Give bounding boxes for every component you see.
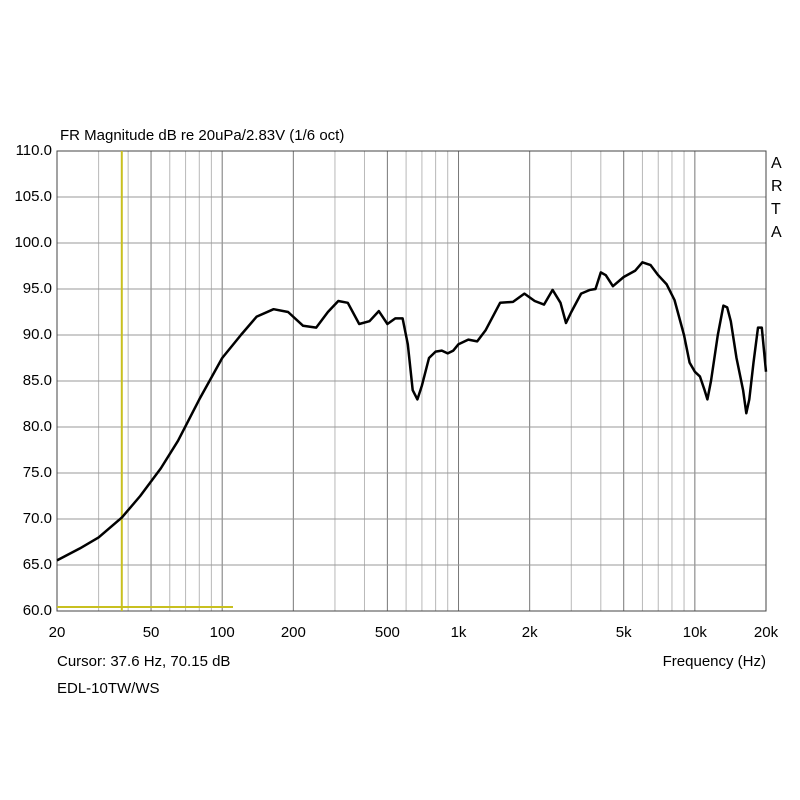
y-tick-label: 80.0 bbox=[23, 418, 52, 435]
y-tick-label: 95.0 bbox=[23, 280, 52, 297]
x-tick-label: 100 bbox=[210, 624, 235, 641]
y-tick-label: 70.0 bbox=[23, 510, 52, 527]
brand: ARTA bbox=[771, 155, 783, 241]
x-tick-label: 200 bbox=[281, 624, 306, 641]
y-tick-label: 110.0 bbox=[16, 142, 52, 159]
cursor-label: Cursor: 37.6 Hz, 70.15 dB bbox=[57, 653, 230, 670]
plot-frame bbox=[56, 150, 767, 612]
x-tick-label: 20 bbox=[49, 624, 66, 641]
x-tick-label: 1k bbox=[451, 624, 467, 641]
y-tick-label: 100.0 bbox=[14, 234, 52, 251]
x-tick-label: 500 bbox=[375, 624, 400, 641]
response-line bbox=[56, 261, 768, 562]
device-label: EDL-10TW/WS bbox=[57, 680, 160, 697]
y-tick-label: 75.0 bbox=[23, 464, 52, 481]
y-tick-label: 90.0 bbox=[23, 326, 52, 343]
y-tick-label: 105.0 bbox=[14, 188, 52, 205]
x-tick-label: 20k bbox=[754, 624, 779, 641]
y-tick-label: 85.0 bbox=[23, 372, 52, 389]
x-tick-label: 5k bbox=[616, 624, 632, 641]
y-tick-label: 60.0 bbox=[23, 602, 52, 619]
x-tick-label: 50 bbox=[143, 624, 160, 641]
x-tick-label: 2k bbox=[522, 624, 538, 641]
x-tick-label: 10k bbox=[683, 624, 708, 641]
x-axis-label: Frequency (Hz) bbox=[663, 653, 766, 670]
chart-title: FR Magnitude dB re 20uPa/2.83V (1/6 oct) bbox=[60, 127, 344, 144]
y-tick-label: 65.0 bbox=[23, 556, 52, 573]
